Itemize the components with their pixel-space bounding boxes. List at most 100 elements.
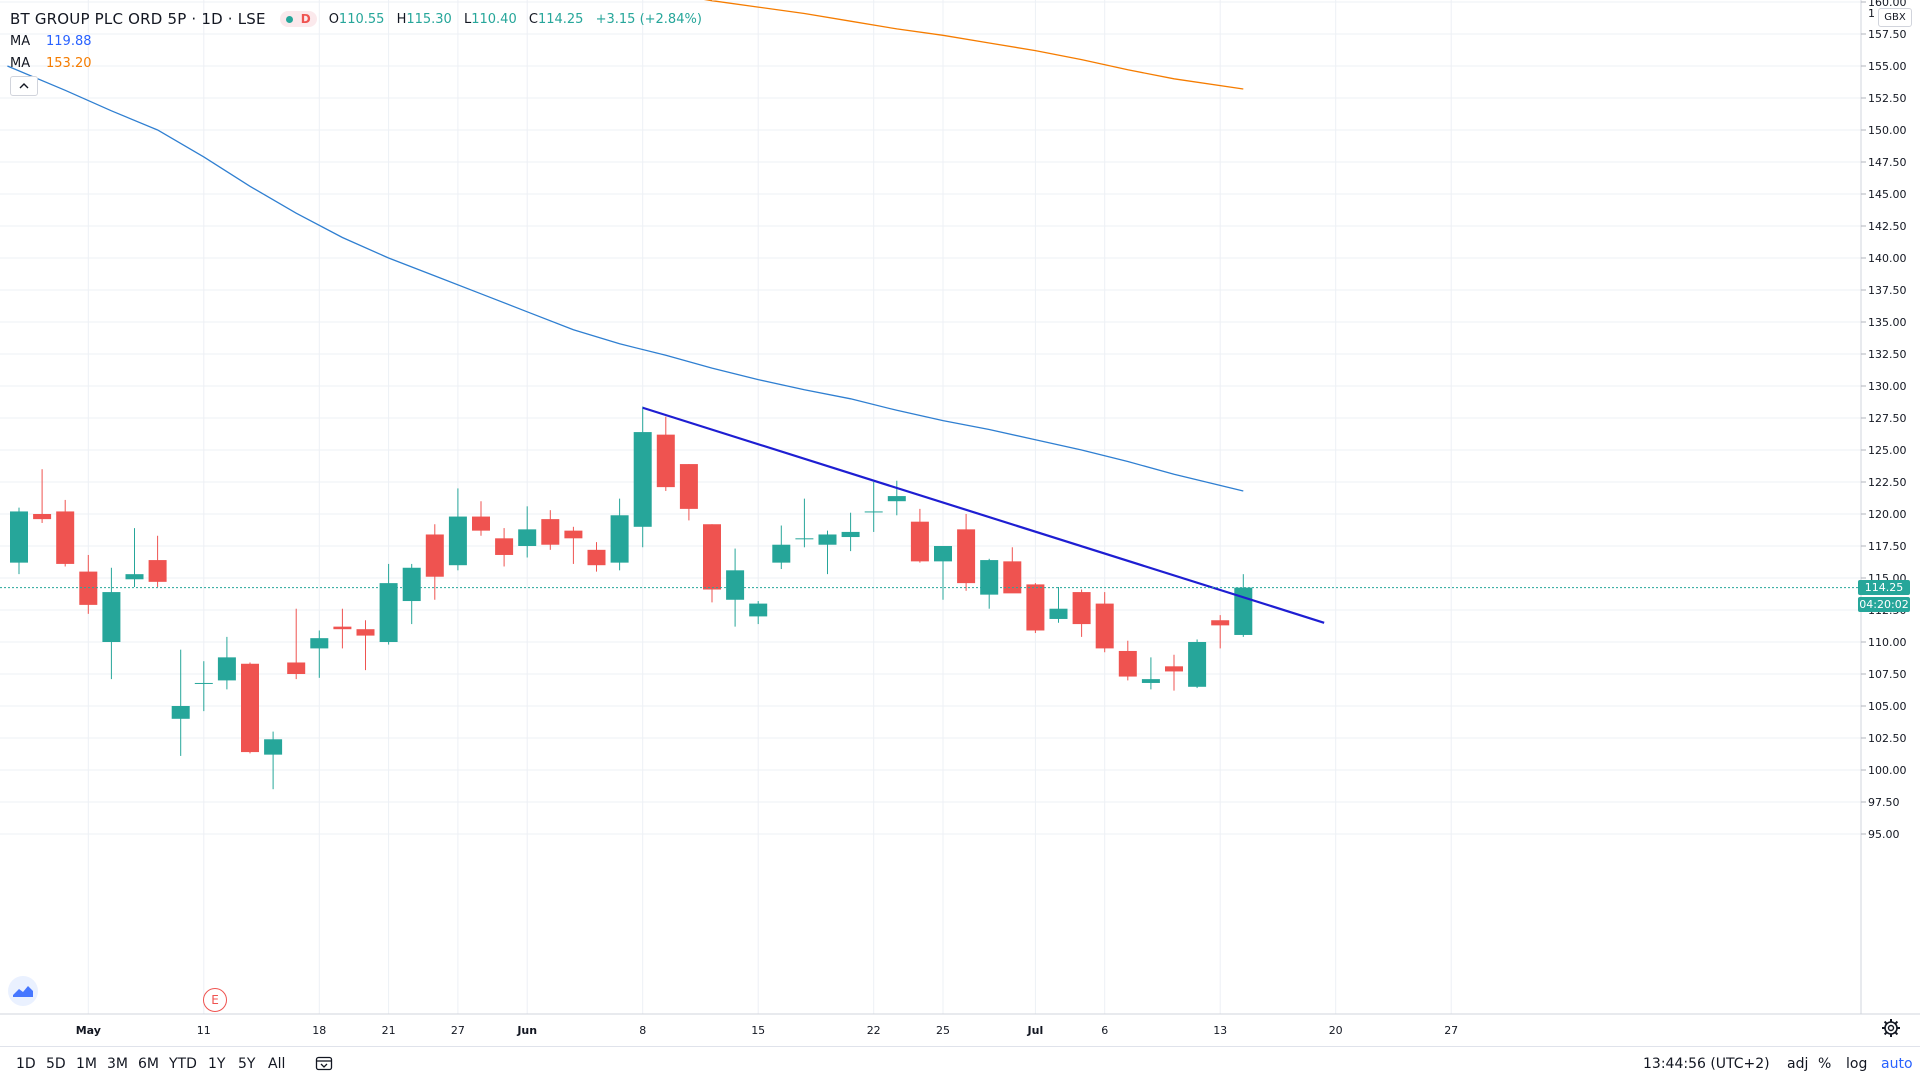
candle-body	[379, 583, 398, 642]
go-to-date-icon[interactable]	[315, 1055, 333, 1071]
candle-body	[448, 516, 467, 566]
time-tick-label: Jul	[1027, 1024, 1044, 1037]
settings-gear-icon[interactable]	[1881, 1018, 1901, 1038]
candle-up	[980, 558, 999, 609]
candle-up	[310, 630, 329, 678]
ma-value: 119.88	[46, 33, 92, 49]
high-value: 115.30	[406, 11, 452, 27]
adjust-toggle[interactable]: adj	[1787, 1056, 1809, 1072]
candle-body	[541, 519, 560, 545]
ohlc-values: O110.55 H115.30 L110.40 C114.25 +3.15 (+…	[329, 12, 710, 27]
price-tick-label: 97.50	[1868, 796, 1900, 809]
ma-short-legend[interactable]: MA 119.88	[10, 30, 710, 52]
candle-up	[887, 480, 906, 516]
earnings-marker[interactable]: E	[203, 988, 227, 1012]
candle-body	[472, 516, 490, 531]
log-toggle[interactable]: log	[1846, 1056, 1868, 1072]
time-tick-label: 27	[451, 1024, 465, 1037]
candle-down	[356, 620, 375, 671]
range-1m-button[interactable]: 1M	[76, 1056, 97, 1072]
candle-body	[310, 638, 329, 649]
candle-down	[1095, 592, 1114, 653]
range-5y-button[interactable]: 5Y	[238, 1056, 256, 1072]
price-tick-label: 100.00	[1868, 764, 1907, 777]
price-axis-labels: 95.00 97.50 100.00 102.50 105.00 107.50 110.00…	[1861, 0, 1907, 841]
candle-body	[102, 592, 121, 642]
candle-down	[910, 508, 929, 563]
candles	[10, 406, 1253, 790]
candle-body	[610, 515, 629, 563]
candle-down	[148, 535, 167, 587]
collapse-legend-button[interactable]	[10, 76, 38, 96]
price-tick-label: 105.00	[1868, 700, 1907, 713]
price-tick-label: 122.50	[1868, 476, 1907, 489]
price-chart[interactable]: 95.00 97.50 100.00 102.50 105.00 107.50 110.00…	[0, 0, 1920, 1046]
candle-down	[425, 524, 444, 600]
price-tick-label: 135.00	[1868, 316, 1907, 329]
chart-legend: BT GROUP PLC ORD 5P · 1D · LSE D O110.55…	[10, 8, 710, 96]
price-tick-label: 150.00	[1868, 124, 1907, 137]
candle-body	[171, 706, 190, 719]
candle-up	[10, 507, 28, 575]
clock-display[interactable]: 13:44:56 (UTC+2)	[1643, 1056, 1770, 1072]
range-1y-button[interactable]: 1Y	[208, 1056, 226, 1072]
price-tick-label: 147.50	[1868, 156, 1907, 169]
percent-toggle[interactable]: %	[1818, 1056, 1832, 1072]
market-status[interactable]: D	[279, 11, 317, 27]
candle-down	[472, 501, 490, 536]
open-label: O	[328, 11, 339, 27]
candle-up	[264, 731, 283, 790]
candle-body	[772, 544, 791, 563]
auto-toggle[interactable]: auto	[1881, 1056, 1913, 1072]
candle-down	[957, 514, 976, 591]
time-tick-label: 22	[867, 1024, 881, 1037]
candle-body	[679, 464, 698, 509]
time-tick-label: 21	[382, 1024, 396, 1037]
candle-up	[402, 563, 421, 625]
price-tick-label: 145.00	[1868, 188, 1907, 201]
candle-up	[1234, 574, 1253, 637]
ma-long-legend[interactable]: MA 153.20	[10, 52, 710, 74]
ma-label: MA	[10, 55, 31, 71]
tradingview-logo-icon[interactable]	[8, 976, 38, 1006]
price-tick-label: 110.00	[1868, 636, 1907, 649]
candle-up	[1049, 586, 1068, 623]
range-5d-button[interactable]: 5D	[46, 1056, 66, 1072]
range-1d-button[interactable]: 1D	[16, 1056, 36, 1072]
symbol-title[interactable]: BT GROUP PLC ORD 5P · 1D · LSE	[10, 10, 266, 28]
time-tick-label: 11	[197, 1024, 211, 1037]
time-tick-label: 13	[1213, 1024, 1227, 1037]
candle-body	[703, 524, 721, 590]
candle-up	[194, 661, 213, 712]
currency-label[interactable]: GBX	[1878, 8, 1912, 27]
candle-up	[726, 548, 745, 627]
candle-body	[148, 560, 167, 582]
legend-main-row: BT GROUP PLC ORD 5P · 1D · LSE D O110.55…	[10, 8, 710, 30]
candle-down	[1072, 589, 1091, 637]
candle-body	[241, 663, 259, 753]
range-6m-button[interactable]: 6M	[138, 1056, 159, 1072]
candle-up	[934, 546, 952, 600]
candle-up	[772, 525, 791, 570]
price-tick-label: 142.50	[1868, 220, 1907, 233]
range-ytd-button[interactable]: YTD	[169, 1056, 197, 1072]
chevron-up-icon	[19, 83, 29, 89]
candle-down	[1165, 654, 1183, 691]
range-all-button[interactable]: All	[268, 1056, 286, 1072]
candle-body	[587, 549, 606, 566]
candle-up	[610, 498, 629, 571]
candle-up	[795, 498, 814, 548]
candle-body	[887, 496, 906, 502]
price-tick-label: 132.50	[1868, 348, 1907, 361]
candle-down	[541, 510, 560, 550]
range-3m-button[interactable]: 3M	[107, 1056, 128, 1072]
price-tick-label: 107.50	[1868, 668, 1907, 681]
candle-body	[125, 574, 144, 580]
price-tick-label: 152.50	[1868, 92, 1907, 105]
candle-up	[818, 530, 837, 575]
ma-long-line	[703, 0, 1244, 90]
ma-label: MA	[10, 33, 31, 49]
status-delayed: D	[300, 12, 311, 26]
candle-body	[726, 570, 745, 600]
candle-body	[841, 531, 860, 538]
